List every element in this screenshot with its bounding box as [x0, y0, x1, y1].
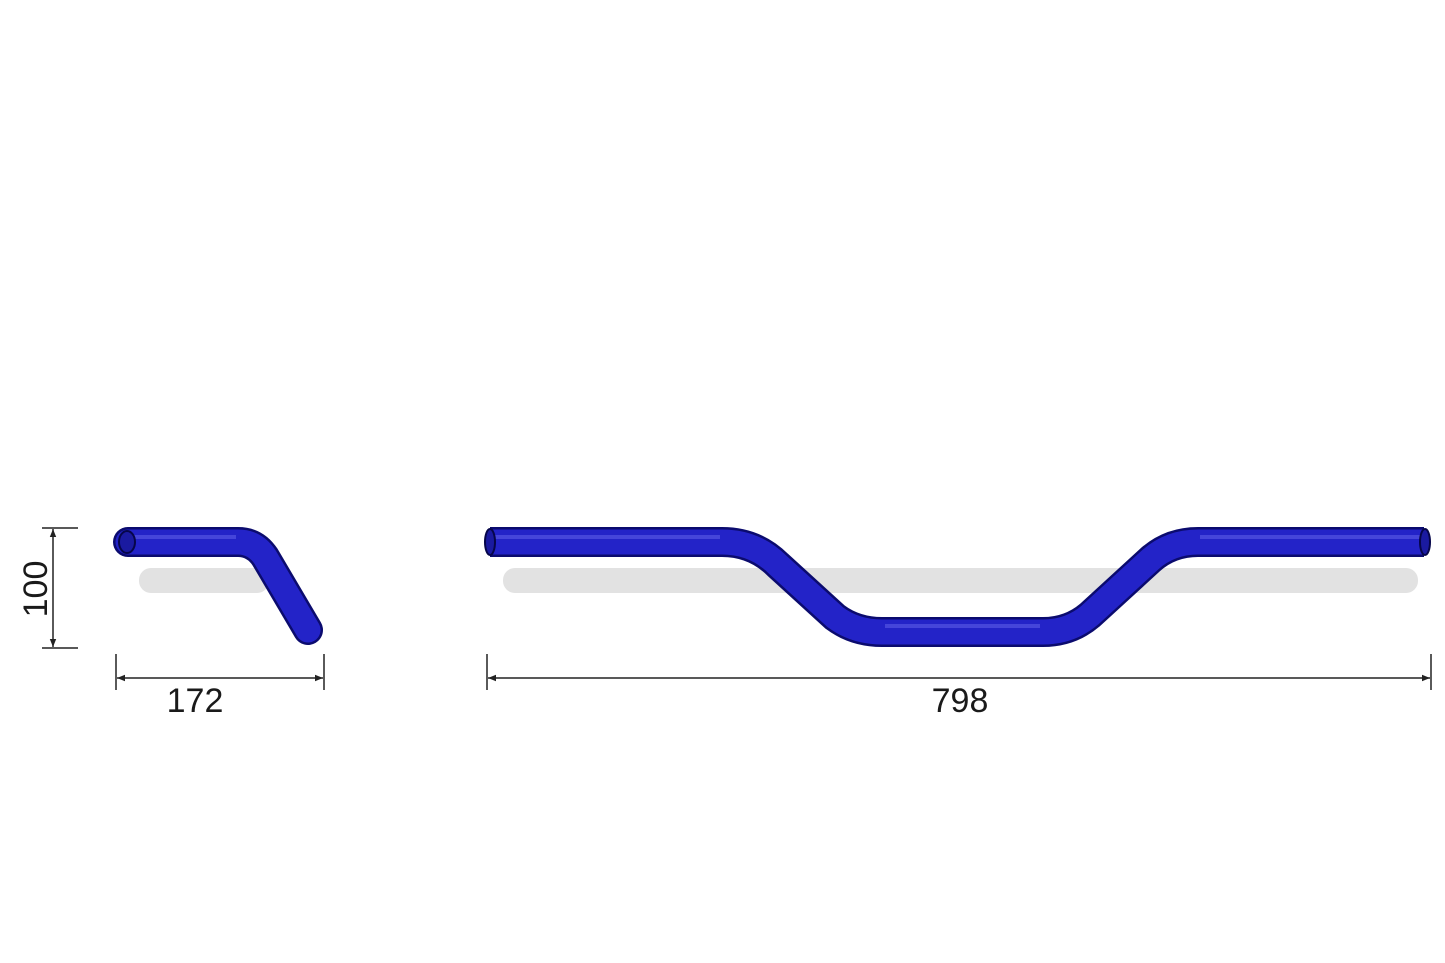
rise-label: 100	[17, 561, 55, 618]
rise-dimension	[42, 527, 78, 649]
width-dimension	[486, 654, 1432, 690]
pullback-label: 172	[167, 682, 224, 720]
front-view-shadow	[503, 568, 1418, 593]
pullback-dimension	[115, 654, 325, 690]
width-label: 798	[932, 682, 989, 720]
side-view-shadow	[139, 568, 269, 593]
side-view-handlebar	[113, 527, 323, 645]
front-view-handlebar	[484, 527, 1431, 647]
